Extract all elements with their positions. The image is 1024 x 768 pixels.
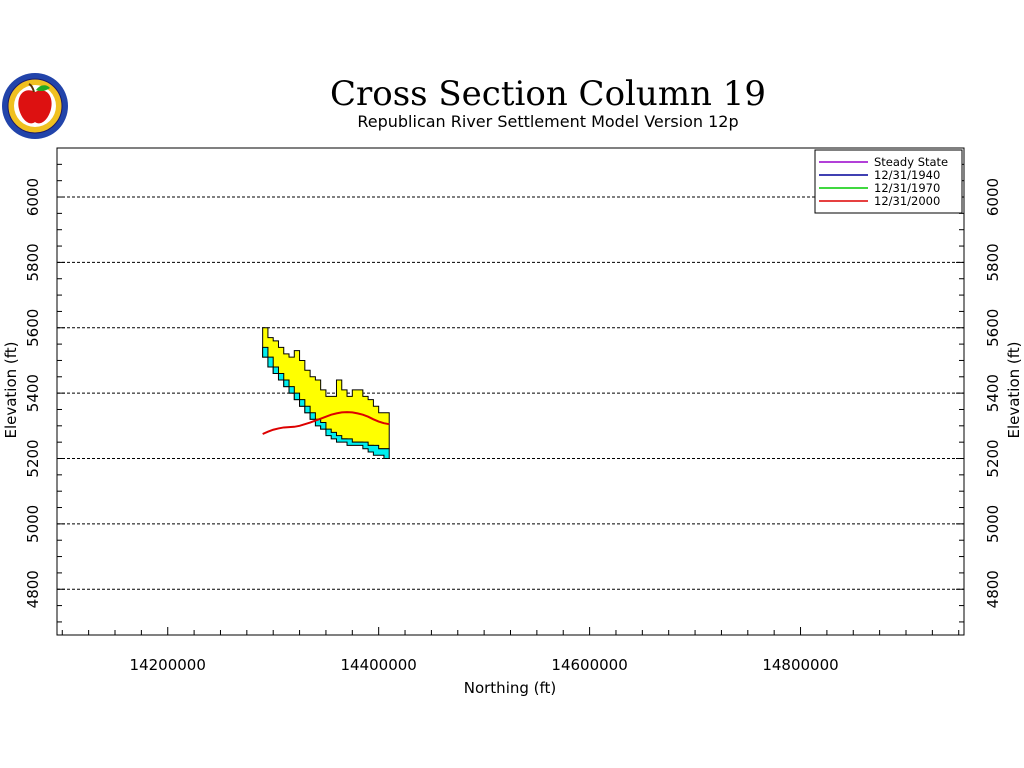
x-tick-label-14800000: 14800000 (762, 656, 838, 674)
y-tick-label-left-4800: 4800 (24, 570, 42, 608)
y-axis-label-left: Elevation (ft) (2, 341, 20, 438)
y-tick-label-left-5000: 5000 (24, 505, 42, 543)
series-line-0 (262, 411, 390, 435)
legend-label-0: Steady State (874, 155, 948, 169)
y-tick-label-right-5600: 5600 (984, 309, 1002, 347)
y-tick-label-right-5800: 5800 (984, 243, 1002, 281)
legend: Steady State12/31/194012/31/197012/31/20… (814, 149, 963, 214)
y-tick-label-right-6000: 6000 (984, 178, 1002, 216)
legend-label-2: 12/31/1970 (874, 181, 940, 195)
agency-seal-logo (2, 73, 68, 139)
layer-lower (262, 346, 390, 460)
y-axis-label-right: Elevation (ft) (1005, 341, 1023, 438)
x-tick-label-14400000: 14400000 (340, 656, 416, 674)
x-axis-label: Northing (ft) (464, 679, 557, 697)
y-tick-label-right-4800: 4800 (984, 570, 1002, 608)
water-level-lines (262, 411, 390, 435)
y-tick-label-right-5000: 5000 (984, 505, 1002, 543)
y-tick-label-left-5600: 5600 (24, 309, 42, 347)
aquifer-layers (262, 327, 390, 460)
x-tick-label-14600000: 14600000 (551, 656, 627, 674)
chart-title: Cross Section Column 19 (330, 74, 766, 114)
legend-box (814, 149, 963, 214)
gridlines (57, 196, 964, 590)
y-tick-label-right-5200: 5200 (984, 439, 1002, 477)
y-tick-label-left-5800: 5800 (24, 243, 42, 281)
plot-frame (56, 147, 965, 636)
chart-subtitle: Republican River Settlement Model Versio… (357, 112, 738, 131)
legend-label-1: 12/31/1940 (874, 168, 940, 182)
legend-label-3: 12/31/2000 (874, 194, 940, 208)
axis-ticks (57, 163, 964, 635)
y-tick-label-right-5400: 5400 (984, 374, 1002, 412)
y-tick-label-left-5400: 5400 (24, 374, 42, 412)
y-tick-label-left-5200: 5200 (24, 439, 42, 477)
axis-tick-labels: 4800 4800 5000 5000 5200 5200 5400 5400 5600 5600… (24, 178, 1002, 674)
x-tick-label-14200000: 14200000 (130, 656, 206, 674)
y-tick-label-left-6000: 6000 (24, 178, 42, 216)
